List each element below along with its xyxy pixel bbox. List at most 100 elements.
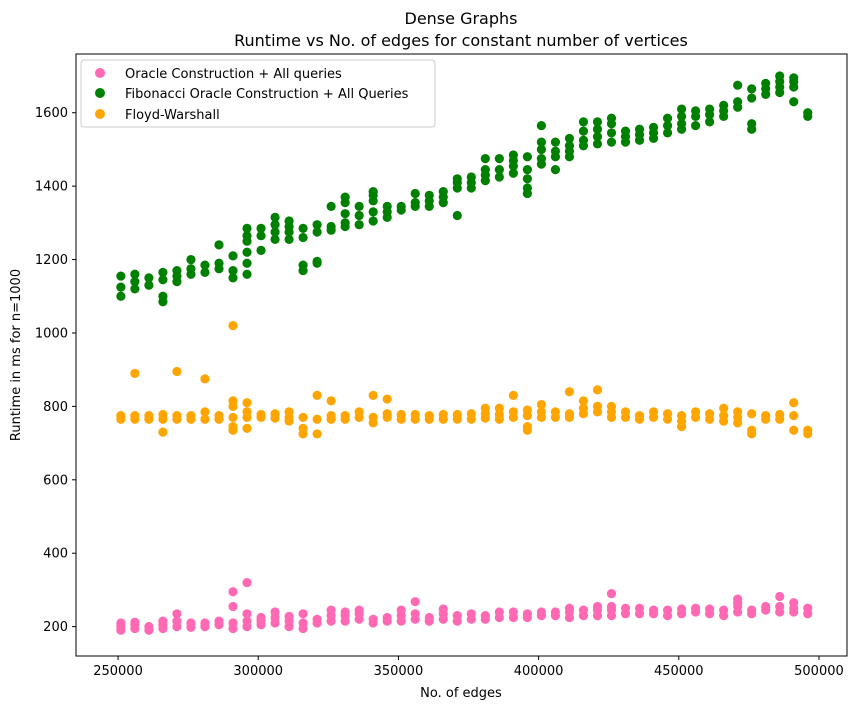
data-point-s1-100 bbox=[522, 183, 532, 193]
data-point-s2-85 bbox=[550, 407, 561, 417]
data-point-s1-105 bbox=[536, 154, 547, 164]
x-axis: 250000 300000 350000 400000 450000 500000 bbox=[93, 656, 844, 679]
data-point-s2-38 bbox=[298, 423, 308, 434]
data-point-s1-139 bbox=[662, 120, 673, 131]
data-point-s2-61 bbox=[424, 410, 434, 421]
data-point-s1-26 bbox=[242, 269, 252, 279]
data-point-s2-63 bbox=[438, 409, 448, 420]
data-point-s2-127 bbox=[789, 410, 799, 421]
data-point-s2-110 bbox=[691, 407, 701, 417]
data-point-s1-107 bbox=[536, 137, 547, 147]
data-point-s1-1 bbox=[116, 282, 126, 292]
data-point-s2-121 bbox=[747, 409, 757, 419]
data-point-s0-22 bbox=[228, 601, 238, 612]
data-point-s1-7 bbox=[144, 273, 154, 283]
data-point-s1-171 bbox=[789, 73, 799, 83]
data-point-s1-0 bbox=[116, 291, 126, 301]
data-point-s1-101 bbox=[522, 174, 532, 184]
legend-marker-oracle bbox=[95, 68, 105, 78]
data-point-s1-27 bbox=[242, 258, 252, 268]
legend-label-floyd-warshall: Floyd-Warshall bbox=[125, 108, 220, 123]
data-point-s2-80 bbox=[522, 405, 532, 415]
data-point-s1-73 bbox=[410, 198, 420, 208]
data-point-s1-35 bbox=[270, 234, 280, 244]
data-point-s2-125 bbox=[775, 409, 785, 420]
data-point-s1-10 bbox=[158, 275, 168, 285]
data-point-s1-21 bbox=[214, 258, 224, 268]
data-point-s2-54 bbox=[382, 409, 392, 419]
data-point-s2-82 bbox=[536, 407, 547, 417]
x-tick-label-1: 300000 bbox=[233, 664, 283, 679]
data-point-s0-92 bbox=[606, 601, 617, 612]
data-point-s1-53 bbox=[326, 201, 336, 211]
data-point-s1-121 bbox=[592, 139, 603, 149]
data-point-s2-41 bbox=[312, 414, 322, 424]
data-point-s1-18 bbox=[200, 267, 210, 278]
data-point-s2-3 bbox=[130, 410, 140, 421]
y-tick-label-5: 1200 bbox=[35, 253, 68, 268]
x-tick-label-4: 450000 bbox=[654, 664, 704, 679]
data-point-s1-81 bbox=[452, 210, 462, 221]
data-point-s2-17 bbox=[200, 374, 210, 384]
data-point-s2-36 bbox=[284, 407, 294, 417]
data-point-s1-74 bbox=[410, 188, 420, 199]
data-point-s1-115 bbox=[564, 141, 575, 151]
data-point-s0-69 bbox=[466, 609, 476, 619]
data-point-s2-130 bbox=[803, 425, 813, 435]
data-point-s1-23 bbox=[228, 273, 238, 283]
data-point-s2-49 bbox=[354, 407, 364, 417]
data-point-s1-155 bbox=[733, 97, 743, 107]
data-point-s0-117 bbox=[761, 601, 771, 612]
data-point-s0-67 bbox=[452, 611, 462, 621]
data-point-s0-119 bbox=[775, 601, 785, 612]
data-point-s1-126 bbox=[606, 128, 617, 138]
data-point-s1-167 bbox=[775, 71, 785, 81]
data-point-s1-156 bbox=[733, 80, 743, 90]
data-point-s0-84 bbox=[564, 603, 575, 613]
data-point-s0-123 bbox=[789, 598, 799, 608]
data-point-s1-77 bbox=[424, 190, 434, 200]
data-point-s0-60 bbox=[410, 597, 420, 607]
data-point-s1-98 bbox=[508, 150, 518, 160]
data-point-s2-112 bbox=[705, 409, 715, 419]
data-point-s0-10 bbox=[158, 616, 168, 626]
data-point-s2-93 bbox=[592, 401, 603, 411]
data-point-s0-44 bbox=[326, 605, 336, 615]
data-point-s1-123 bbox=[592, 124, 603, 134]
data-point-s0-62 bbox=[424, 612, 434, 623]
data-point-s0-13 bbox=[172, 609, 182, 619]
data-point-s1-159 bbox=[747, 93, 757, 103]
data-point-s1-16 bbox=[186, 264, 196, 274]
data-point-s1-48 bbox=[312, 256, 322, 266]
data-point-s0-52 bbox=[368, 614, 378, 624]
data-point-s0-41 bbox=[312, 614, 322, 624]
data-point-s0-26 bbox=[242, 609, 252, 619]
data-point-s1-30 bbox=[242, 231, 252, 241]
data-point-s1-44 bbox=[298, 260, 308, 270]
data-point-s1-173 bbox=[803, 108, 813, 118]
data-point-s1-163 bbox=[761, 78, 771, 88]
data-point-s0-93 bbox=[606, 589, 617, 599]
data-point-s2-15 bbox=[200, 414, 210, 424]
data-point-s2-1 bbox=[116, 410, 126, 421]
data-point-s0-103 bbox=[676, 604, 687, 614]
data-point-s0-97 bbox=[634, 603, 645, 613]
data-point-s1-42 bbox=[284, 216, 294, 226]
data-point-s0-17 bbox=[200, 618, 210, 628]
data-point-s0-59 bbox=[410, 609, 420, 619]
data-point-s0-2 bbox=[116, 618, 126, 628]
data-point-s0-21 bbox=[228, 618, 238, 628]
data-point-s1-56 bbox=[340, 209, 350, 219]
y-axis: 200 400 600 800 1000 1200 1400 1600 bbox=[35, 106, 76, 635]
data-point-s1-124 bbox=[592, 117, 603, 127]
data-point-s2-14 bbox=[186, 410, 196, 421]
data-point-s0-95 bbox=[620, 603, 631, 613]
data-point-s1-122 bbox=[592, 131, 603, 142]
data-point-s1-59 bbox=[354, 220, 364, 230]
data-point-s1-91 bbox=[480, 154, 490, 164]
data-point-s2-67 bbox=[466, 409, 476, 419]
data-point-s2-52 bbox=[368, 390, 378, 400]
data-point-s2-19 bbox=[214, 410, 224, 421]
data-point-s2-118 bbox=[733, 407, 743, 417]
data-point-s1-71 bbox=[396, 201, 406, 211]
